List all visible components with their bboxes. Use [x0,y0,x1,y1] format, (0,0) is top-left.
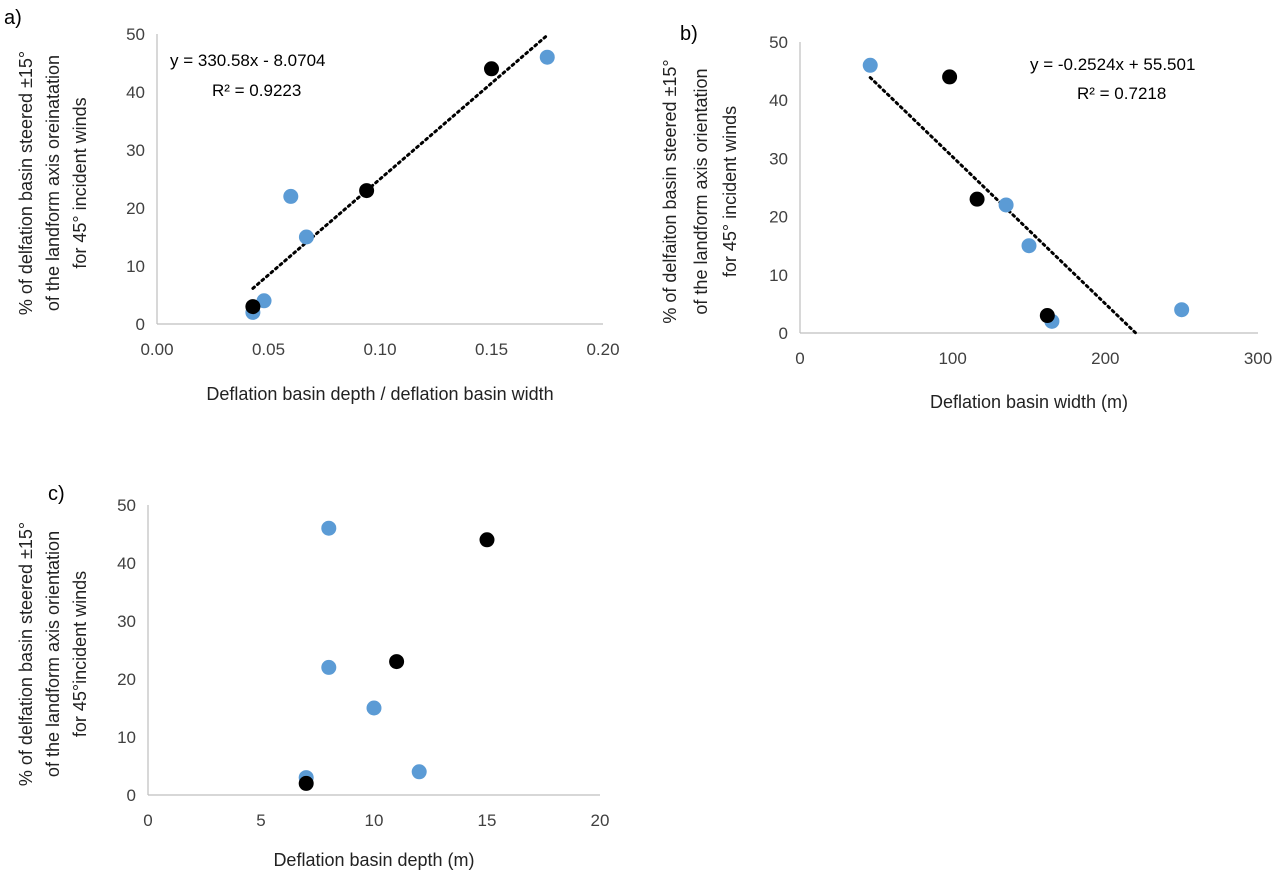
r-squared-label: R² = 0.9223 [212,81,301,100]
y-axis-label-line: % of delfaiton basin steered ±15° [660,59,680,323]
data-point-blue [321,520,337,536]
x-tick-label: 10 [365,811,384,830]
x-tick-label: 20 [591,811,610,830]
data-point-black [479,532,495,548]
data-point-blue [411,764,427,780]
data-point-black [484,61,499,77]
data-point-blue [862,57,878,73]
panel-label: a) [4,7,22,29]
trendline [868,76,1138,335]
data-point-blue [998,197,1014,213]
x-tick-label: 0.10 [363,340,396,359]
chart-panel-b: 0 10 20 30 40 50 0 100 200 300 Deflation basin wid… [660,23,1272,412]
x-tick-label: 5 [256,811,265,830]
data-point-black [942,69,958,85]
data-point-blue [1174,302,1190,318]
data-point-black [969,191,985,207]
y-axis-label-line: for 45° incident winds [720,106,740,277]
y-axis-label-line: of the landform axis orientation [691,68,711,314]
y-tick-label: 20 [769,208,788,227]
x-tick-label: 0.05 [252,340,285,359]
data-point-blue [321,659,337,675]
x-axis-label: Deflation basin depth (m) [273,850,474,870]
trendline-equation: y = -0.2524x + 55.501 [1030,55,1195,74]
data-point-black [245,299,261,315]
data-point-black [1039,308,1055,324]
y-tick-label: 40 [769,91,788,110]
data-point-blue [298,229,314,245]
x-tick-label: 300 [1244,349,1272,368]
y-tick-label: 0 [127,786,136,805]
y-axis-label-line: of the landform axis orientation [43,531,63,777]
y-tick-label: 40 [126,83,145,102]
y-tick-label: 50 [769,33,788,52]
y-tick-label: 0 [136,315,145,334]
data-point-blue [256,293,272,309]
x-axis-label: Deflation basin width (m) [930,392,1128,412]
y-tick-label: 10 [769,266,788,285]
x-tick-label: 200 [1091,349,1119,368]
chart-panel-c: 0 10 20 30 40 50 0 5 10 15 20 Deflation basin depth… [16,483,609,870]
y-tick-label: 30 [117,612,136,631]
data-point-blue [1021,238,1037,254]
x-tick-label: 0.15 [475,340,508,359]
data-point-black [389,654,405,670]
y-axis-label-line: for 45°incident winds [70,571,90,737]
trendline-equation: y = 330.58x - 8.0704 [170,51,325,70]
y-tick-label: 30 [126,141,145,160]
x-tick-label: 100 [938,349,966,368]
y-tick-label: 0 [779,324,788,343]
data-point-blue [366,700,382,716]
y-tick-label: 40 [117,554,136,573]
x-tick-label: 0 [795,349,804,368]
x-tick-label: 0 [143,811,152,830]
y-tick-label: 50 [126,25,145,44]
panel-label: b) [680,23,698,45]
y-axis-label-line: of the landform axis oreinatation [43,55,63,311]
y-tick-label: 50 [117,496,136,515]
data-point-blue [539,49,555,65]
y-tick-label: 30 [769,149,788,168]
x-tick-label: 15 [478,811,497,830]
y-axis-label-line: % of delfation basin steered ±15° [16,51,36,315]
data-point-blue [283,188,299,204]
y-axis-label-line: for 45° incident winds [70,97,90,268]
y-tick-label: 20 [126,199,145,218]
panel-label: c) [48,483,65,505]
y-tick-label: 10 [126,257,145,276]
trendline [251,33,549,290]
x-axis-label: Deflation basin depth / deflation basin … [206,384,553,404]
chart-panel-a: 0 10 20 30 40 50 0.00 0.05 0.10 0.15 0.20 Deflation… [4,7,620,404]
y-tick-label: 10 [117,728,136,747]
r-squared-label: R² = 0.7218 [1077,84,1166,103]
x-tick-label: 0.00 [140,340,173,359]
data-point-black [359,183,375,199]
data-point-black [298,775,314,791]
y-axis-label-line: % of delfation basin steered ±15° [16,522,36,786]
x-tick-label: 0.20 [586,340,619,359]
y-tick-label: 20 [117,670,136,689]
